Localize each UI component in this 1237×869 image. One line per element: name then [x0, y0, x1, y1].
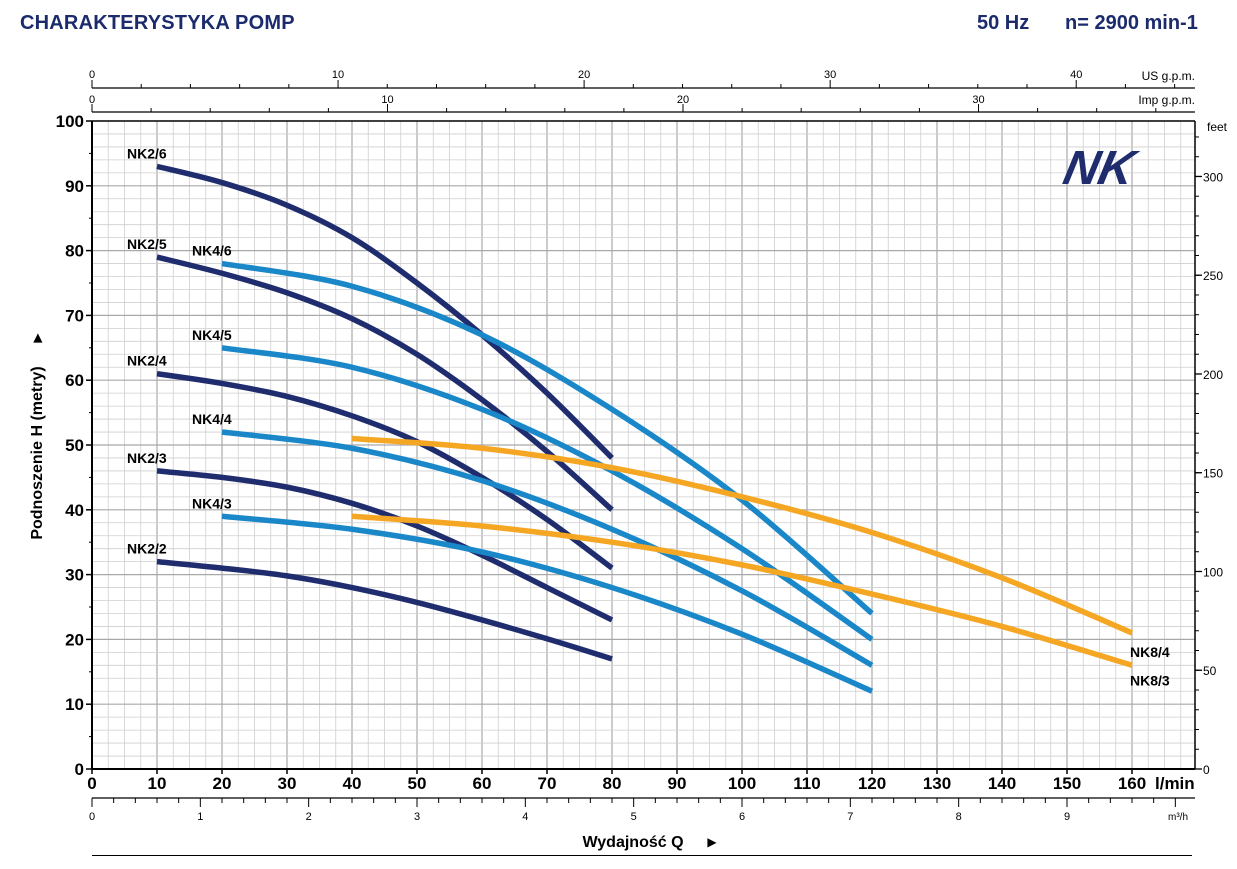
impgpm-tick-label: 30	[972, 94, 984, 106]
x-tick-label: 110	[793, 774, 820, 793]
x-tick-label: 70	[538, 774, 557, 793]
x-tick-label: 60	[473, 774, 492, 793]
m3h-tick-label: 4	[522, 811, 528, 823]
series-line-nk8-4	[351, 435, 1134, 636]
usgpm-tick-label: 0	[89, 69, 95, 81]
y-tick-label: 100	[56, 112, 84, 131]
speed-label: n= 2900 min-1	[1065, 12, 1198, 34]
m3h-unit-label: m³/h	[1168, 812, 1188, 823]
series-line-nk2-2	[156, 558, 613, 662]
impgpm-tick-label: 20	[677, 94, 689, 106]
series-label-nk8-3: NK8/3	[1130, 672, 1170, 688]
y-tick-label: 40	[65, 501, 84, 520]
usgpm-tick-label: 20	[578, 69, 590, 81]
series-line-nk2-4	[156, 371, 614, 571]
x-tick-label: 160	[1118, 774, 1146, 793]
usgpm-tick-label: 10	[332, 69, 344, 81]
x-tick-label: 100	[728, 774, 756, 793]
impgpm-tick-label: 10	[381, 94, 393, 106]
impgpm-unit-label: Imp g.p.m.	[1138, 93, 1195, 107]
y-tick-label: 30	[65, 566, 84, 585]
series-label-nk2-2: NK2/2	[127, 541, 167, 557]
y-tick-label: 20	[65, 630, 84, 649]
series-line-nk2-5	[156, 254, 614, 512]
feet-tick-label: 300	[1203, 170, 1223, 184]
x-axis-title: Wydajność Q	[582, 834, 683, 851]
y-tick-label: 0	[75, 760, 84, 779]
y-tick-label: 70	[65, 306, 84, 325]
x-tick-label: 40	[343, 774, 362, 793]
usgpm-tick-label: 40	[1070, 69, 1082, 81]
series-labels: NK2/6 NK2/5 NK2/4 NK2/3 NK2/2 NK4/6 NK4/5 NK4/4…	[127, 145, 1170, 688]
m3h-tick-label: 9	[1064, 811, 1070, 823]
page-title: CHARAKTERYSTYKA POMP	[20, 12, 295, 34]
x-tick-label: 10	[148, 774, 167, 793]
feet-tick-label: 150	[1203, 467, 1223, 481]
m3h-tick-label: 5	[631, 811, 637, 823]
y-tick-label: 90	[65, 177, 84, 196]
y-tick-label: 60	[65, 371, 84, 390]
y-tick-label: 80	[65, 242, 84, 261]
y-axis-title: Podnoszenie H (metry)	[29, 366, 46, 539]
series-label-nk4-6: NK4/6	[192, 243, 232, 259]
series-label-nk4-3: NK4/3	[192, 495, 232, 511]
series-label-nk2-3: NK2/3	[127, 450, 167, 466]
y-axis-arrow: ▶	[30, 333, 44, 343]
y-tick-label: 50	[65, 436, 84, 455]
usgpm-unit-label: US g.p.m.	[1142, 69, 1195, 83]
x-tick-label: 50	[408, 774, 427, 793]
m3h-tick-label: 1	[197, 811, 203, 823]
series-label-nk2-6: NK2/6	[127, 145, 167, 161]
series-label-nk2-4: NK2/4	[127, 353, 167, 369]
x-tick-label: 150	[1053, 774, 1081, 793]
feet-tick-label: 0	[1203, 763, 1210, 777]
series-line-nk4-3	[221, 513, 874, 694]
m3h-tick-label: 7	[847, 811, 853, 823]
usgpm-tick-label: 30	[824, 69, 836, 81]
series-line-nk4-6	[221, 260, 874, 616]
feet-tick-label: 100	[1203, 565, 1223, 579]
bottom-rule	[92, 855, 1192, 856]
series-line-nk4-5	[221, 345, 874, 642]
feet-tick-label: 200	[1203, 368, 1223, 382]
x-tick-label: 140	[988, 774, 1016, 793]
feet-tick-label: 250	[1203, 269, 1223, 283]
x-tick-label: 120	[858, 774, 886, 793]
grid	[92, 121, 1195, 769]
series-lines	[156, 163, 1134, 694]
series-label-nk4-5: NK4/5	[192, 327, 232, 343]
m3h-tick-label: 6	[739, 811, 745, 823]
x-tick-label: 30	[278, 774, 297, 793]
x-unit-label: l/min	[1155, 774, 1195, 793]
series-label-nk4-4: NK4/4	[192, 411, 232, 427]
m3h-tick-label: 8	[956, 811, 962, 823]
series-line-nk2-6	[156, 163, 614, 460]
x-tick-label: 0	[87, 774, 96, 793]
series-line-nk8-3	[351, 513, 1133, 668]
frequency-label: 50 Hz	[977, 12, 1030, 34]
m3h-tick-label: 3	[414, 811, 420, 823]
x-tick-label: 80	[603, 774, 622, 793]
m3h-tick-label: 2	[306, 811, 312, 823]
m3h-tick-label: 0	[89, 811, 95, 823]
x-tick-label: 130	[923, 774, 951, 793]
feet-tick-label: 50	[1203, 664, 1217, 678]
series-label-nk8-4: NK8/4	[1130, 644, 1170, 660]
logo-text: NK	[1059, 141, 1143, 194]
nk-logo: NK	[1059, 141, 1143, 194]
y-tick-label: 10	[65, 695, 84, 714]
x-tick-label: 20	[213, 774, 232, 793]
x-axis-arrow: ▶	[707, 835, 717, 849]
series-label-nk2-5: NK2/5	[127, 236, 167, 252]
series-line-nk4-4	[221, 429, 874, 668]
x-tick-label: 90	[668, 774, 687, 793]
impgpm-tick-label: 0	[89, 94, 95, 106]
series-line-nk2-3	[156, 468, 614, 623]
feet-unit-label: feet	[1207, 120, 1228, 134]
